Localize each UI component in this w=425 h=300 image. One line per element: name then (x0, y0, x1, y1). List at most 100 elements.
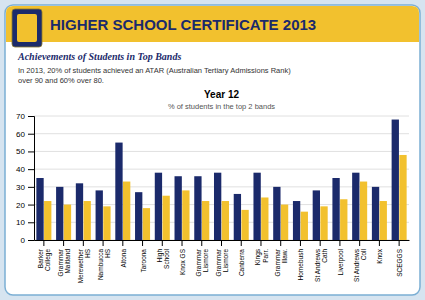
grid-line (34, 133, 409, 134)
x-tick-mark (339, 240, 340, 246)
bar (214, 173, 221, 240)
bar (76, 183, 83, 240)
grid-line (34, 116, 409, 117)
x-tick-mark (182, 240, 183, 246)
series (44, 155, 407, 240)
grid-line (34, 169, 409, 170)
series (36, 120, 399, 240)
x-tick-mark (103, 240, 104, 246)
y-tick: 20 (16, 201, 34, 210)
bar (320, 206, 327, 240)
x-tick: KingsParr. (254, 240, 268, 265)
bar (56, 187, 63, 240)
grid (34, 116, 409, 240)
y-tick-label: 20 (16, 201, 25, 210)
page: HIGHER SCHOOL CERTIFICATE 2013Achievemen… (0, 0, 425, 300)
x-tick: HighSchool (155, 240, 169, 269)
description: In 2013, 20% of students achieved an ATA… (18, 66, 291, 85)
x-tick-mark (320, 240, 321, 246)
x-tick: BarkerCollege (37, 240, 52, 271)
bar (155, 173, 162, 240)
bar (273, 187, 280, 240)
y-tick-label: 0 (21, 236, 26, 245)
bar (380, 201, 387, 240)
bar (313, 190, 320, 240)
y-tick-label: 10 (16, 218, 25, 227)
x-tick-mark (241, 240, 242, 246)
x-tick-label: KingsParr. (254, 248, 268, 265)
y-tick-label: 60 (16, 130, 25, 139)
x-tick-mark (221, 240, 222, 246)
y-tick: 70 (16, 112, 34, 121)
x-tick: Knox (376, 240, 383, 264)
x-tick-mark (201, 240, 202, 246)
bar (36, 178, 43, 240)
chart: 010203040506070BarkerCollegeGrammarMaitl… (16, 112, 409, 283)
x-tick-label: NambuccaHS (96, 248, 110, 280)
card-background (5, 5, 420, 295)
x-tick: GrammarLismore (214, 240, 228, 276)
x-tick-label: GrammarMaitland (57, 248, 71, 276)
bar (44, 201, 51, 240)
bar (202, 201, 209, 240)
x-tick-label: Homebush (297, 249, 304, 281)
bar (103, 206, 110, 240)
x-tick-label: Knox (376, 248, 383, 264)
x-tick: GrammarMaitland (57, 240, 71, 276)
bar (360, 182, 367, 240)
bar (222, 201, 229, 240)
banner (6, 6, 419, 42)
x-tick-mark (142, 240, 143, 246)
x-tick-label: GrammarLismore (214, 248, 228, 276)
x-tick-mark (43, 240, 44, 246)
y-tick: 40 (16, 165, 34, 174)
bar (162, 196, 169, 240)
bar (253, 173, 260, 240)
bar (182, 190, 189, 240)
bar (96, 190, 103, 240)
x-tick-label: Altona (119, 249, 126, 268)
x-tick: GrammarIllaw. (274, 240, 288, 276)
y-axis-line (28, 117, 35, 241)
y-tick-mark (28, 240, 34, 241)
x-tick: Altona (119, 240, 126, 267)
bar (293, 201, 300, 240)
y-tick-label: 50 (16, 147, 25, 156)
y-tick: 50 (16, 147, 34, 156)
y-axis: 010203040506070 (16, 112, 34, 245)
y-tick: 60 (16, 130, 34, 139)
x-tick-label: MerewetherHS (76, 248, 90, 283)
x-tick: Knox GS (179, 240, 186, 275)
bar (261, 197, 268, 240)
bar (241, 210, 248, 240)
x-tick: Liverpool (336, 240, 344, 275)
x-tick-mark (63, 240, 64, 246)
x-tick-mark (83, 240, 84, 246)
x-tick: GrammarLismore (195, 240, 209, 276)
bar (64, 205, 71, 240)
bar (281, 205, 288, 240)
y-tick: 10 (16, 218, 34, 227)
x-tick: Canberra (238, 240, 245, 276)
y-tick-mark (28, 187, 34, 188)
y-tick-label: 40 (16, 165, 25, 174)
bar (143, 208, 150, 240)
bar (84, 201, 91, 240)
x-tick: NambuccaHS (96, 240, 110, 280)
x-tick-mark (379, 240, 380, 246)
bar (301, 212, 308, 240)
y-tick-mark (28, 151, 34, 152)
grid-line (34, 151, 409, 152)
x-tick-mark (399, 240, 400, 246)
x-tick: Taroona (139, 240, 146, 273)
x-tick: St AndrewsCath (313, 240, 327, 282)
bar (392, 120, 399, 240)
x-axis: BarkerCollege GrammarMaitland MerewetherHS… (35, 240, 410, 283)
bars (36, 120, 406, 240)
bar (234, 194, 241, 240)
y-tick-mark (28, 116, 34, 117)
bar (399, 155, 406, 240)
x-tick-label: St AndrewsColl (353, 248, 367, 282)
bar (372, 187, 379, 240)
chart-subtitle: % of students in the top 2 bands (168, 102, 275, 111)
